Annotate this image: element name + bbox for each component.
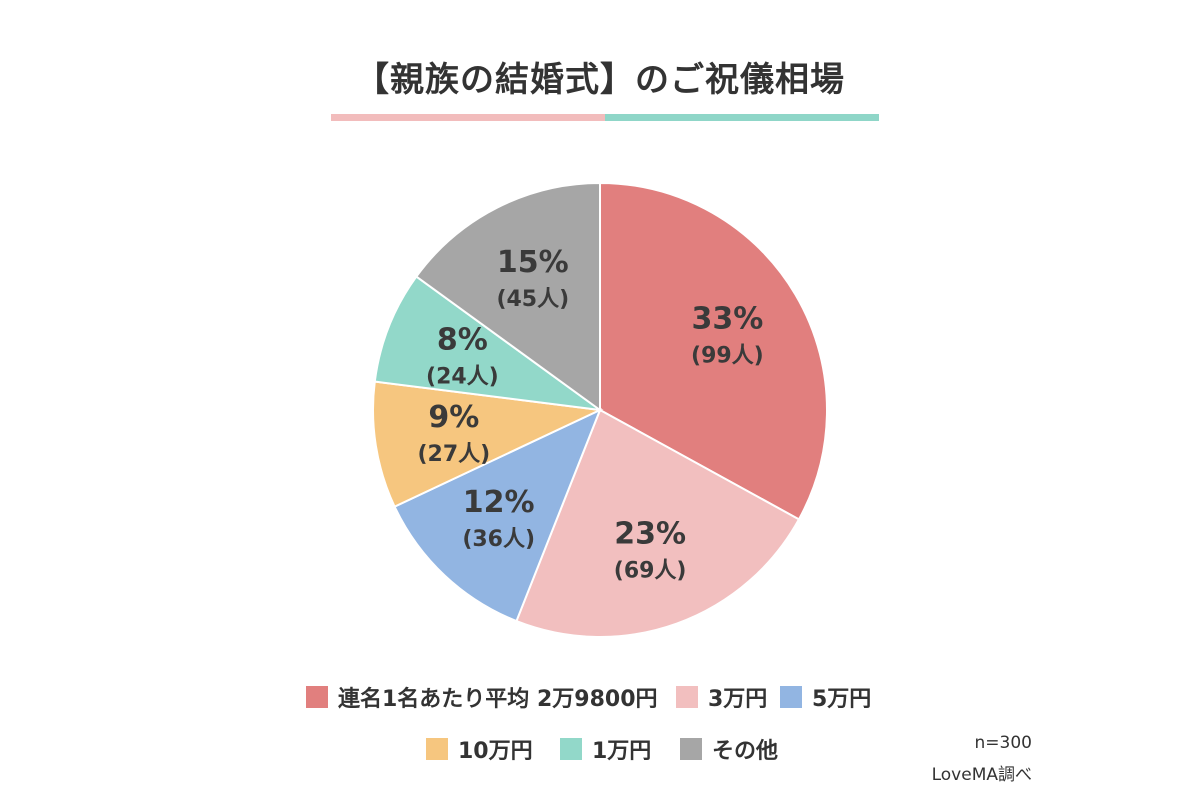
sample-size-note: n=300	[974, 733, 1032, 753]
slice-count-label-2: (36人)	[462, 527, 535, 552]
legend-label-4: 1万円	[592, 739, 652, 764]
pie-slice-5	[414, 181, 601, 412]
pie-slice-0	[599, 181, 828, 521]
slice-count-label-5: (45人)	[496, 287, 569, 312]
pie-slice-3	[372, 380, 604, 508]
slice-count-label-4: (24人)	[426, 365, 499, 390]
slice-count-label-1: (69人)	[614, 558, 687, 583]
legend-swatch-0	[306, 686, 328, 708]
legend-item-4: 1万円	[560, 733, 651, 765]
legend-item-0: 連名1名あたり平均 2万9800円	[306, 681, 658, 713]
slice-count-label-0: (99人)	[691, 344, 764, 369]
legend-label-3: 10万円	[458, 739, 533, 764]
legend-swatch-4	[560, 738, 582, 760]
legend-label-2: 5万円	[812, 687, 872, 712]
legend-swatch-3	[426, 738, 448, 760]
legend-label-0: 連名1名あたり平均 2万9800円	[338, 687, 658, 712]
slice-percent-label-1: 23%	[614, 516, 686, 551]
pie-slice-1	[515, 408, 801, 638]
pie-slice-4	[373, 275, 601, 411]
legend-swatch-1	[676, 686, 698, 708]
legend-label-1: 3万円	[708, 687, 768, 712]
pie-slice-2	[393, 408, 602, 623]
slice-percent-label-4: 8%	[437, 323, 488, 358]
legend-label-5: その他	[712, 739, 779, 764]
title-underline-left	[331, 114, 605, 121]
legend-item-3: 10万円	[426, 733, 533, 765]
legend-item-1: 3万円	[676, 681, 767, 713]
slice-percent-label-5: 15%	[497, 245, 569, 280]
chart-title: 【親族の結婚式】のご祝儀相場	[355, 60, 845, 100]
slice-percent-label-3: 9%	[428, 400, 479, 435]
slice-count-label-3: (27人)	[417, 442, 490, 467]
slice-percent-label-2: 12%	[463, 485, 535, 520]
legend-item-5: その他	[680, 733, 778, 765]
slice-percent-label-0: 33%	[691, 302, 763, 337]
legend-item-2: 5万円	[780, 681, 871, 713]
source-note: LoveMA調べ	[931, 765, 1032, 785]
legend-swatch-2	[780, 686, 802, 708]
legend-swatch-5	[680, 738, 702, 760]
title-underline-right	[605, 114, 879, 121]
